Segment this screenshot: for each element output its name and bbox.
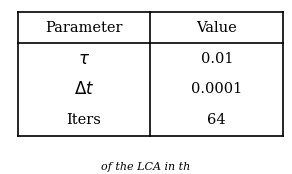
Text: Parameter: Parameter [45,21,123,35]
Text: Value: Value [197,21,237,35]
Text: $\Delta t$: $\Delta t$ [74,80,94,98]
Text: of the LCA in th: of the LCA in th [101,162,191,172]
Text: 0.0001: 0.0001 [191,82,242,96]
Text: $\tau$: $\tau$ [78,50,90,68]
Text: Iters: Iters [67,113,101,127]
Text: 64: 64 [208,113,226,127]
Text: 0.01: 0.01 [201,52,233,65]
